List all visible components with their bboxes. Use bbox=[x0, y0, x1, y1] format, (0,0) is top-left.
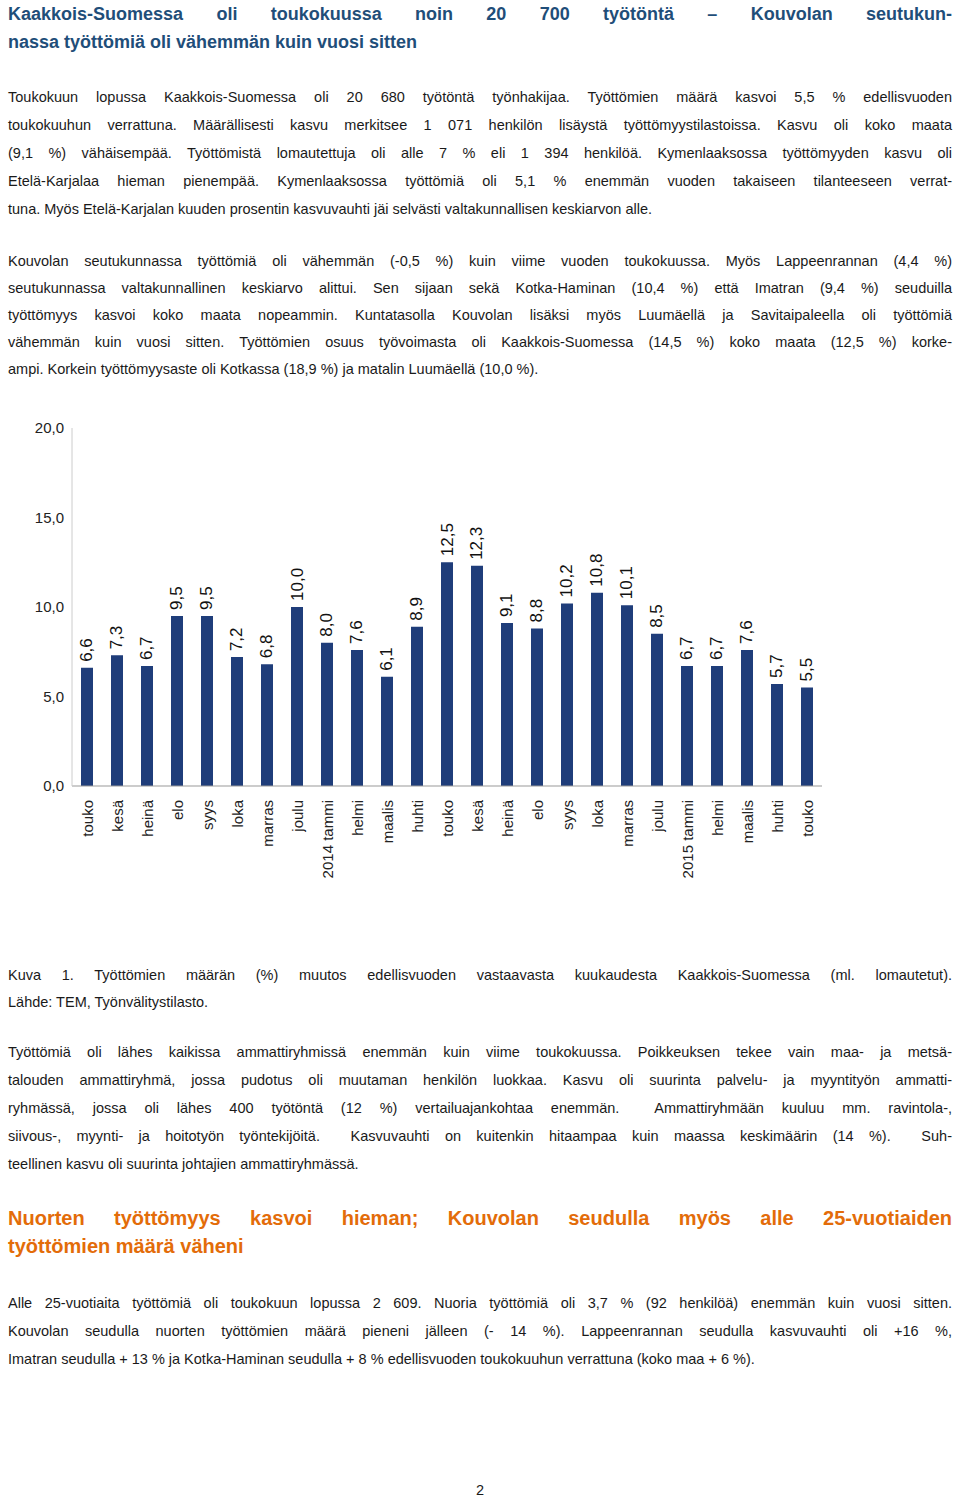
svg-text:7,3: 7,3 bbox=[108, 626, 127, 650]
html-text:Kaakkois-Suomessa oli toukokuu: Kaakkois-Suomessa oli toukokuussa noin 2… bbox=[8, 4, 952, 24]
html-text:Lähde: TEM, Työnvälitystilasto: Lähde: TEM, Työnvälitystilasto. bbox=[8, 994, 209, 1010]
svg-text:5,5: 5,5 bbox=[798, 658, 817, 682]
svg-text:maalis: maalis bbox=[739, 800, 756, 843]
svg-text:6,8: 6,8 bbox=[258, 635, 277, 659]
svg-text:7,6: 7,6 bbox=[348, 620, 367, 644]
html-text:ampi. Korkein työttömyysaste o: ampi. Korkein työttömyysaste oli Kotkass… bbox=[8, 361, 539, 377]
svg-text:heinä: heinä bbox=[139, 799, 156, 836]
html-text:teellinen kasvu oli suurinta j: teellinen kasvu oli suurinta johtajien a… bbox=[8, 1156, 359, 1172]
svg-text:2014 tammi: 2014 tammi bbox=[319, 800, 336, 878]
html-text:ryhmässä, jossa oli lähes 400: ryhmässä, jossa oli lähes 400 työtöntä (… bbox=[8, 1100, 952, 1116]
svg-text:loka: loka bbox=[589, 799, 606, 827]
svg-text:10,1: 10,1 bbox=[618, 566, 637, 599]
html-text:Kuva 1. Työttömien määrän (%): Kuva 1. Työttömien määrän (%) muutos ede… bbox=[8, 967, 952, 983]
svg-text:touko: touko bbox=[439, 800, 456, 837]
svg-text:15,0: 15,0 bbox=[35, 509, 64, 526]
svg-text:huhti: huhti bbox=[409, 800, 426, 833]
svg-text:6,7: 6,7 bbox=[678, 636, 697, 660]
svg-text:10,0: 10,0 bbox=[288, 568, 307, 601]
svg-text:6,7: 6,7 bbox=[138, 636, 157, 660]
svg-text:8,5: 8,5 bbox=[648, 604, 667, 628]
svg-text:9,5: 9,5 bbox=[168, 586, 187, 610]
svg-text:6,6: 6,6 bbox=[78, 638, 97, 662]
svg-text:joulu: joulu bbox=[649, 800, 666, 833]
html-text:siivous-, myynti- ja hoitotyön: siivous-, myynti- ja hoitotyön työntekij… bbox=[8, 1128, 952, 1144]
svg-text:12,3: 12,3 bbox=[468, 527, 487, 560]
html-text:2: 2 bbox=[476, 1482, 484, 1498]
svg-text:10,2: 10,2 bbox=[558, 564, 577, 597]
html-text:nassa työttömiä oli vähemmän k: nassa työttömiä oli vähemmän kuin vuosi … bbox=[8, 32, 418, 52]
html-text:Etelä-Karjalaa hieman pienempä: Etelä-Karjalaa hieman pienempää. Kymenla… bbox=[8, 173, 952, 189]
html-text:seutukunnassa valtakunnallinen: seutukunnassa valtakunnallinen keskiarvo… bbox=[8, 280, 952, 296]
svg-text:syys: syys bbox=[559, 800, 576, 830]
svg-text:syys: syys bbox=[199, 800, 216, 830]
html-text:Työttömiä oli lähes kaikissa a: Työttömiä oli lähes kaikissa ammattiryhm… bbox=[8, 1044, 952, 1060]
html-text:Toukokuun lopussa Kaakkois-Suo: Toukokuun lopussa Kaakkois-Suomessa oli … bbox=[8, 89, 952, 105]
svg-text:2015 tammi: 2015 tammi bbox=[679, 800, 696, 878]
html-text:tuna. Myös Etelä-Karjalan kuud: tuna. Myös Etelä-Karjalan kuuden prosent… bbox=[8, 201, 652, 217]
svg-text:marras: marras bbox=[259, 800, 276, 847]
html-text:talouden ammattiryhmä, jossa p: talouden ammattiryhmä, jossa pudotus oli… bbox=[8, 1072, 952, 1088]
svg-text:20,0: 20,0 bbox=[35, 419, 64, 436]
svg-text:10,8: 10,8 bbox=[588, 554, 607, 587]
svg-text:helmi: helmi bbox=[349, 800, 366, 836]
svg-text:maalis: maalis bbox=[379, 800, 396, 843]
html-text:(9,1 %) vähäisempää. Työttömis: (9,1 %) vähäisempää. Työttömistä lomaute… bbox=[8, 145, 952, 161]
svg-text:touko: touko bbox=[799, 800, 816, 837]
svg-text:kesä: kesä bbox=[469, 799, 486, 831]
svg-text:helmi: helmi bbox=[709, 800, 726, 836]
html-text:Nuorten työttömyys kasvoi hiem: Nuorten työttömyys kasvoi hieman; Kouvol… bbox=[8, 1207, 952, 1229]
svg-text:9,5: 9,5 bbox=[198, 586, 217, 610]
html-text:toukokuuhun verrattuna. Määräl: toukokuuhun verrattuna. Määrällisesti ka… bbox=[8, 117, 952, 133]
svg-text:5,7: 5,7 bbox=[768, 654, 787, 678]
html-text:Kouvolan seutukunnassa työttöm: Kouvolan seutukunnassa työttömiä oli väh… bbox=[8, 253, 952, 269]
svg-text:elo: elo bbox=[529, 800, 546, 820]
svg-text:6,7: 6,7 bbox=[708, 636, 727, 660]
svg-text:7,2: 7,2 bbox=[228, 627, 247, 651]
svg-text:kesä: kesä bbox=[109, 799, 126, 831]
svg-text:loka: loka bbox=[229, 799, 246, 827]
svg-text:0,0: 0,0 bbox=[43, 777, 64, 794]
svg-text:9,1: 9,1 bbox=[498, 593, 517, 617]
svg-text:joulu: joulu bbox=[289, 800, 306, 833]
svg-text:marras: marras bbox=[619, 800, 636, 847]
svg-text:8,9: 8,9 bbox=[408, 597, 427, 621]
html-text:vähemmän kuin vuosi sitten. Ty: vähemmän kuin vuosi sitten. Työttömien o… bbox=[8, 334, 952, 350]
html-text:Imatran seudulla + 13 % ja Kot: Imatran seudulla + 13 % ja Kotka-Haminan… bbox=[8, 1351, 755, 1367]
html-text:Kouvolan seudulla nuorten työt: Kouvolan seudulla nuorten työttömien mää… bbox=[8, 1323, 952, 1339]
html-text:Alle 25-vuotiaita työttömiä ol: Alle 25-vuotiaita työttömiä oli toukokuu… bbox=[8, 1295, 952, 1311]
svg-text:8,8: 8,8 bbox=[528, 599, 547, 623]
svg-text:12,5: 12,5 bbox=[438, 523, 457, 556]
svg-text:huhti: huhti bbox=[769, 800, 786, 833]
svg-text:6,1: 6,1 bbox=[378, 647, 397, 671]
svg-text:10,0: 10,0 bbox=[35, 598, 64, 615]
html-text:työttömyys kasvoi koko maata n: työttömyys kasvoi koko maata nopeammin. … bbox=[8, 307, 952, 323]
svg-text:heinä: heinä bbox=[499, 799, 516, 836]
svg-text:touko: touko bbox=[79, 800, 96, 837]
svg-text:8,0: 8,0 bbox=[318, 613, 337, 637]
svg-text:elo: elo bbox=[169, 800, 186, 820]
svg-text:5,0: 5,0 bbox=[43, 688, 64, 705]
html-text:työttömien määrä väheni: työttömien määrä väheni bbox=[8, 1235, 244, 1257]
svg-text:7,6: 7,6 bbox=[738, 620, 757, 644]
